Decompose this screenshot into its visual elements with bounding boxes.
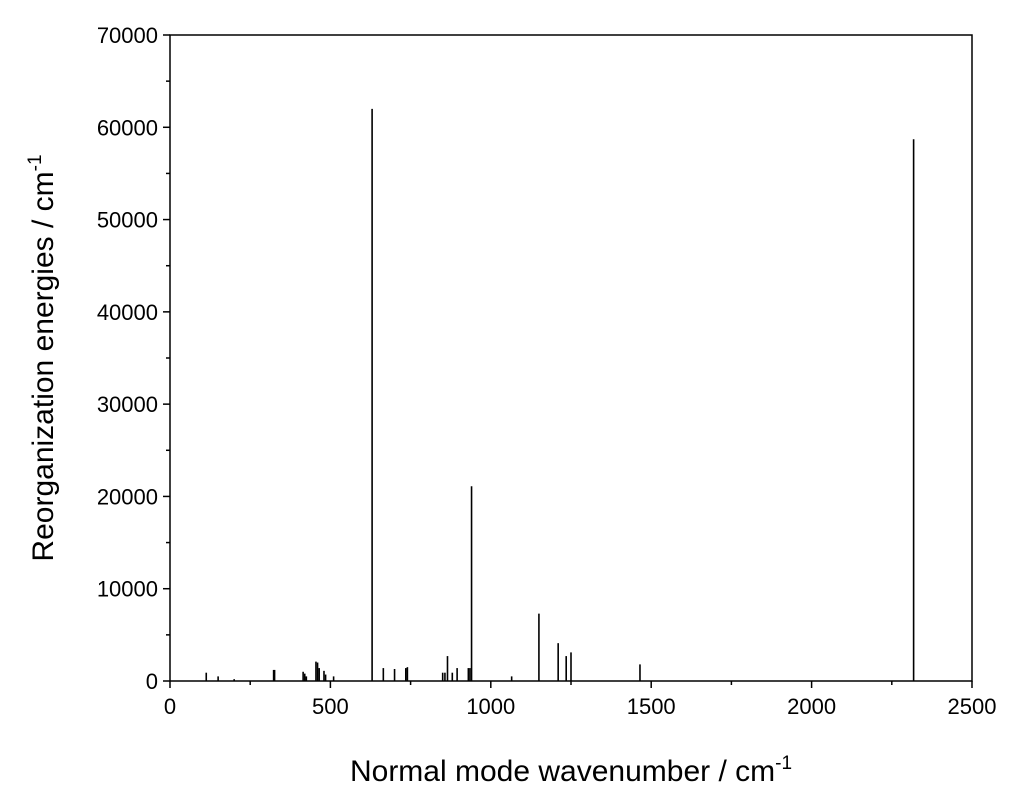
x-tick-label: 0 xyxy=(164,694,176,719)
x-tick-label: 500 xyxy=(312,694,349,719)
y-tick-label: 70000 xyxy=(97,23,158,48)
x-tick-label: 2000 xyxy=(787,694,836,719)
y-tick-label: 50000 xyxy=(97,208,158,233)
y-tick-label: 0 xyxy=(146,669,158,694)
y-axis-title-text: Reorganization energies / cm xyxy=(27,171,60,561)
bars xyxy=(205,108,915,681)
x-axis-title-sup: -1 xyxy=(775,753,792,774)
x-axis-title: Normal mode wavenumber / cm-1 xyxy=(350,753,792,788)
x-tick-label: 1000 xyxy=(466,694,515,719)
x-tick-label: 1500 xyxy=(627,694,676,719)
tick-labels: 0 500 1000 1500 2000 2500 0 10000 20000 30000 4000… xyxy=(97,23,997,719)
y-axis-title: Reorganization energies / cm-1 xyxy=(25,154,60,561)
y-tick-label: 10000 xyxy=(97,577,158,602)
ticks xyxy=(163,34,973,688)
plot-frame xyxy=(169,34,973,682)
y-tick-label: 40000 xyxy=(97,300,158,325)
y-tick-label: 60000 xyxy=(97,115,158,140)
x-tick-label: 2500 xyxy=(948,694,997,719)
y-tick-label: 20000 xyxy=(97,484,158,509)
y-axis-title-sup: -1 xyxy=(25,154,46,171)
y-tick-label: 30000 xyxy=(97,392,158,417)
x-axis-title-text: Normal mode wavenumber / cm xyxy=(350,755,775,788)
